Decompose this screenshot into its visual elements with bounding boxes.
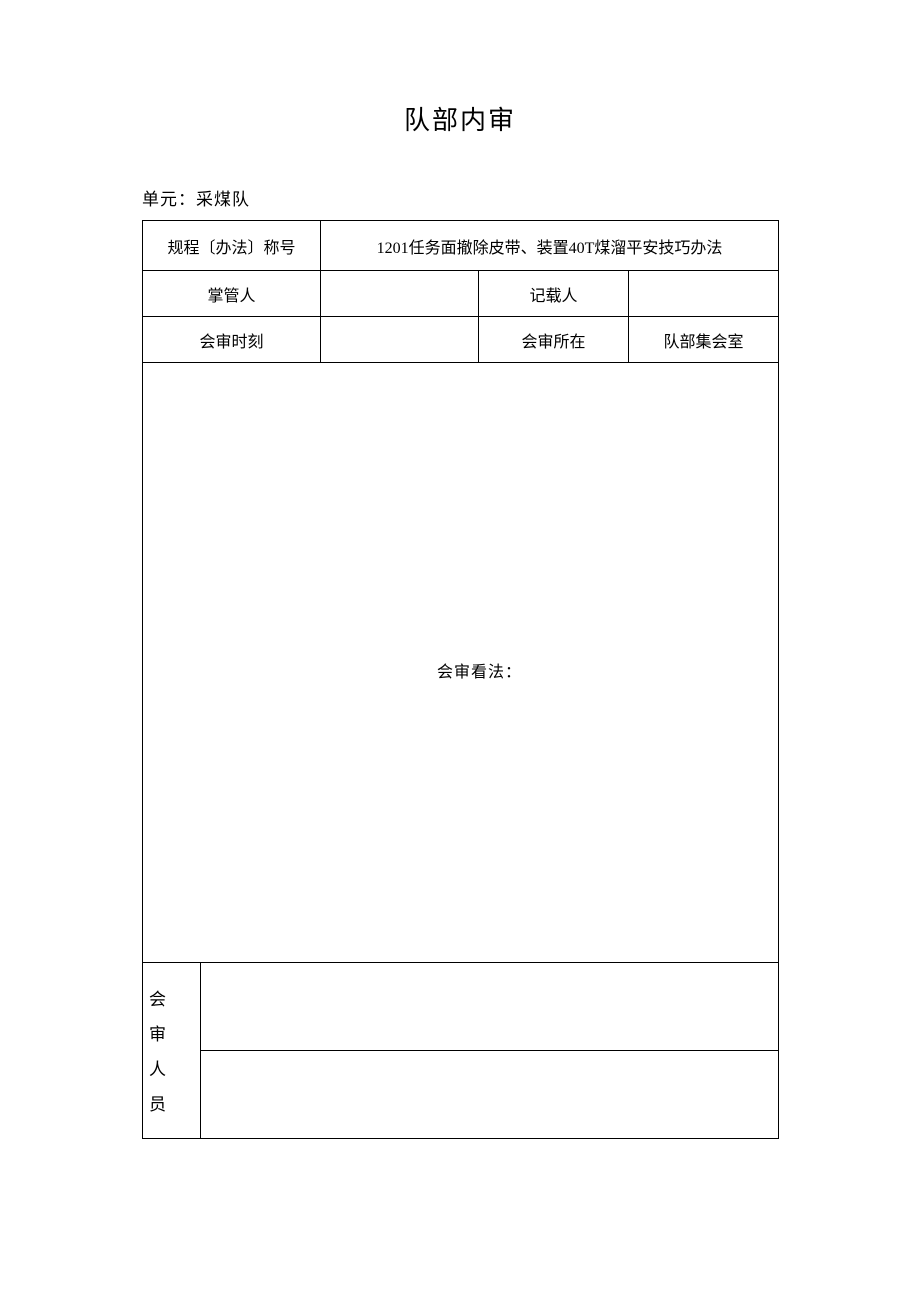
opinion-cell: 会审看法： — [143, 363, 779, 963]
value-host — [321, 271, 479, 317]
unit-line: 单元：采煤队 — [142, 185, 920, 210]
row-host-recorder: 掌管人 记载人 — [143, 271, 779, 317]
document-page: 队部内审 单元：采煤队 规程〔办法〕称号 1201任务面撤除皮带、装置40T煤溜… — [0, 0, 920, 1303]
page-title: 队部内审 — [0, 100, 920, 137]
value-audit-location: 队部集会室 — [629, 317, 779, 363]
label-personnel-text: 会审人员 — [143, 972, 168, 1130]
row-personnel-1: 会审人员 — [143, 963, 779, 1051]
audit-form-table: 规程〔办法〕称号 1201任务面撤除皮带、装置40T煤溜平安技巧办法 掌管人 记… — [142, 220, 779, 1139]
row-procedure-name: 规程〔办法〕称号 1201任务面撤除皮带、装置40T煤溜平安技巧办法 — [143, 221, 779, 271]
value-audit-time — [321, 317, 479, 363]
value-procedure-name: 1201任务面撤除皮带、装置40T煤溜平安技巧办法 — [321, 221, 779, 271]
row-time-location: 会审时刻 会审所在 队部集会室 — [143, 317, 779, 363]
label-host: 掌管人 — [143, 271, 321, 317]
label-audit-time: 会审时刻 — [143, 317, 321, 363]
label-procedure-name: 规程〔办法〕称号 — [143, 221, 321, 271]
label-audit-location: 会审所在 — [479, 317, 629, 363]
personnel-cell-2 — [201, 1051, 779, 1139]
personnel-cell-1 — [201, 963, 779, 1051]
row-personnel-2 — [143, 1051, 779, 1139]
label-recorder: 记载人 — [479, 271, 629, 317]
label-personnel: 会审人员 — [143, 963, 201, 1139]
row-opinion: 会审看法： — [143, 363, 779, 963]
value-recorder — [629, 271, 779, 317]
